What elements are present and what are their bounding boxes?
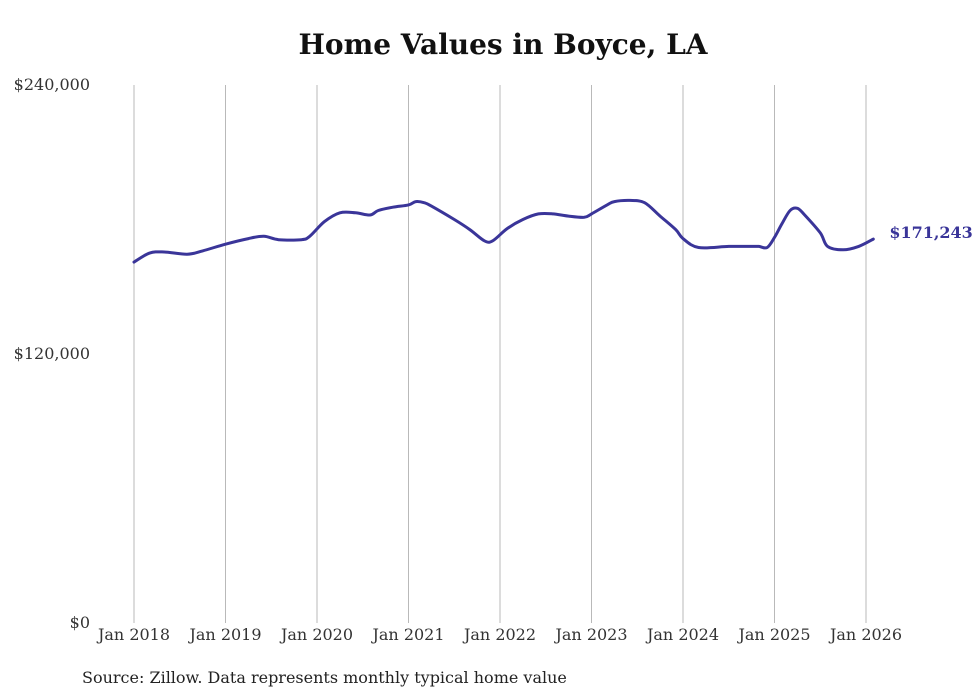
series-line-0 — [132, 198, 875, 264]
series-layer: $171,243 — [132, 198, 973, 264]
y-axis-ticks: $0 $120,000 $240,000 — [14, 75, 90, 632]
x-tick-label: Jan 2023 — [553, 625, 627, 644]
x-tick-label: Jan 2019 — [187, 625, 261, 644]
x-tick-label: Jan 2018 — [96, 625, 170, 644]
x-tick-label: Jan 2022 — [462, 625, 536, 644]
gridlines — [133, 85, 867, 623]
x-tick-label: Jan 2020 — [279, 625, 353, 644]
x-axis-ticks: Jan 2018 Jan 2019 Jan 2020 Jan 2021 Jan 2022… — [96, 625, 902, 644]
x-tick-label: Jan 2025 — [736, 625, 810, 644]
x-tick-label: Jan 2021 — [370, 625, 444, 644]
source-note: Source: Zillow. Data represents monthly … — [82, 668, 567, 687]
x-tick-label: Jan 2024 — [645, 625, 719, 644]
chart-title: Home Values in Boyce, LA — [298, 28, 708, 61]
y-tick-label: $240,000 — [14, 75, 90, 94]
end-value-label: $171,243 — [889, 223, 973, 242]
y-tick-label: $120,000 — [14, 344, 90, 363]
x-tick-label: Jan 2026 — [828, 625, 902, 644]
y-tick-label: $0 — [70, 613, 90, 632]
